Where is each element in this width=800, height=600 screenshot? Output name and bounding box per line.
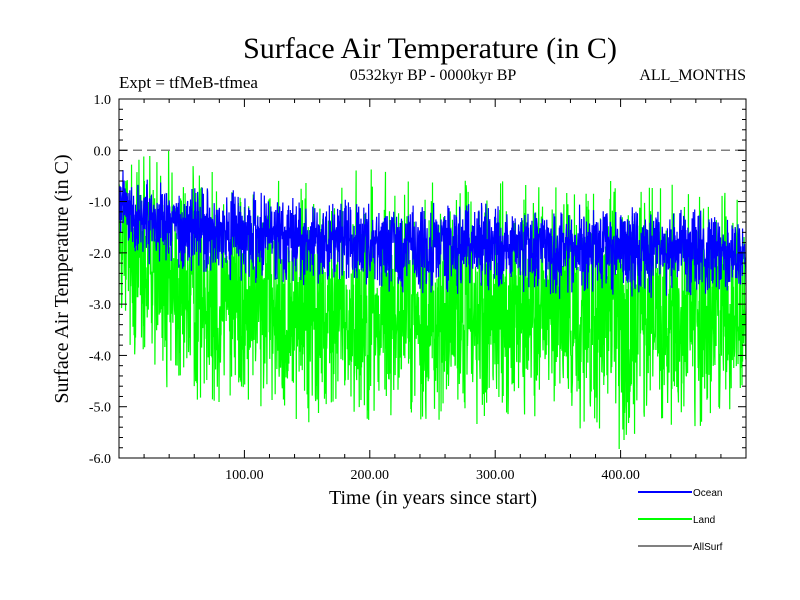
x-tick-label: 200.00 bbox=[351, 468, 390, 483]
x-tick-label: 300.00 bbox=[476, 468, 515, 483]
legend-label-land: Land bbox=[693, 515, 715, 526]
chart-title: Surface Air Temperature (in C) bbox=[243, 32, 617, 65]
y-tick-label: -3.0 bbox=[89, 298, 111, 313]
x-tick-label: 400.00 bbox=[601, 468, 640, 483]
legend-label-allsurf: AllSurf bbox=[693, 542, 723, 553]
x-axis-label: Time (in years since start) bbox=[329, 487, 537, 509]
series-line-ocean bbox=[119, 170, 746, 299]
y-tick-label: -6.0 bbox=[89, 452, 111, 467]
plot-frame bbox=[118, 98, 747, 459]
series-layer bbox=[119, 149, 746, 449]
legend-label-ocean: Ocean bbox=[693, 488, 722, 499]
tick-label-layer: 1.0 0.0 -1.0 -2.0 -3.0 -4.0 -5.0 -6.0 100.00 200.… bbox=[89, 93, 640, 483]
y-tick-label: -5.0 bbox=[89, 401, 111, 416]
legend: Ocean Land AllSurf bbox=[638, 488, 723, 553]
y-tick-label: 1.0 bbox=[94, 93, 112, 108]
y-axis-label: Surface Air Temperature (in C) bbox=[51, 154, 73, 403]
y-tick-label: -4.0 bbox=[89, 349, 111, 364]
x-tick-label: 100.00 bbox=[225, 468, 264, 483]
y-tick-label: 0.0 bbox=[94, 144, 112, 159]
y-tick-label: -1.0 bbox=[89, 196, 111, 211]
subtitle-right: ALL_MONTHS bbox=[639, 67, 746, 84]
axes-layer bbox=[118, 98, 747, 459]
subtitle-center: 0532kyr BP - 0000kyr BP bbox=[350, 67, 517, 84]
subtitle-left: Expt = tfMeB-tfmea bbox=[119, 73, 258, 92]
y-tick-label: -2.0 bbox=[89, 247, 111, 262]
